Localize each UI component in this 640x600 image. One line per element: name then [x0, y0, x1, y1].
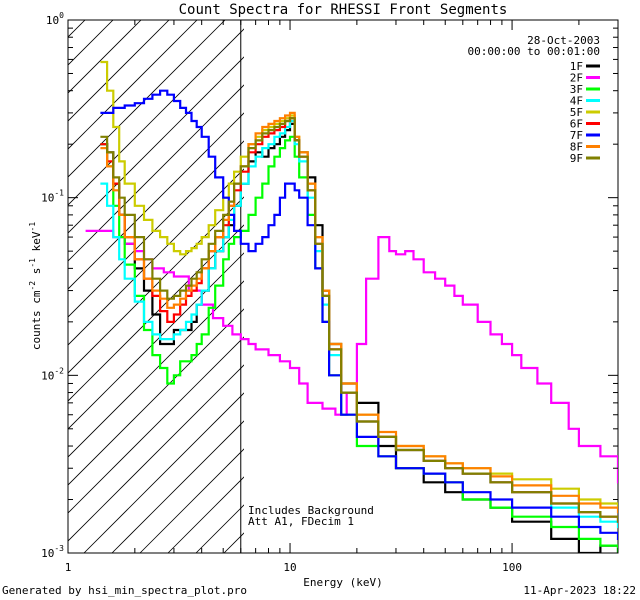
series-layer: [85, 60, 618, 553]
legend-label-9F: 9F: [570, 152, 583, 165]
y-tick-label: 100: [46, 11, 64, 27]
hatch-stroke: [68, 112, 244, 290]
hatch-stroke: [68, 196, 244, 374]
hatch-stroke: [616, 0, 640, 553]
annotation-attenuator: Att A1, FDecim 1: [248, 515, 354, 528]
hatch-stroke: [392, 0, 640, 553]
legend-label-5F: 5F: [570, 106, 583, 119]
hatch-stroke: [68, 28, 244, 206]
hatch-stroke: [139, 448, 244, 553]
legend-label-8F: 8F: [570, 141, 583, 154]
series-line-5F: [100, 60, 618, 509]
hatch-stroke: [364, 0, 640, 553]
y-axis-label: counts cm-2 s-1 keV-1: [28, 222, 43, 350]
hatch-stroke: [420, 0, 640, 553]
date-label: 28-Oct-2003: [527, 34, 600, 47]
hatch-stroke: [68, 168, 244, 346]
tick-layer: 1 10 100 100 10-1 10-2 10-3: [41, 11, 619, 574]
hatch-stroke: [68, 20, 86, 38]
hatch-stroke: [0, 0, 124, 553]
series-line-8F: [100, 111, 618, 514]
hatch-stroke: [336, 0, 640, 553]
series-line-9F: [100, 117, 618, 523]
legend-label-4F: 4F: [570, 95, 583, 108]
x-tick-label: 1: [65, 561, 72, 574]
x-tick-label: 100: [502, 561, 522, 574]
hatch-stroke: [68, 280, 244, 458]
hatch-stroke: [83, 392, 244, 553]
hatch-stroke: [68, 20, 226, 178]
annotation-background: Includes Background: [248, 504, 374, 517]
hatch-stroke: [68, 140, 244, 318]
hatch-stroke: [68, 308, 244, 486]
time-range-label: 00:00:00 to 00:01:00: [468, 45, 600, 58]
hatch-stroke: [0, 0, 96, 553]
hatch-stroke: [68, 364, 244, 542]
hatch-stroke: [532, 0, 640, 553]
legend-label-7F: 7F: [570, 129, 583, 142]
x-tick-label: 10: [283, 561, 296, 574]
plot-frame: [67, 19, 619, 554]
hatch-stroke: [448, 0, 640, 553]
legend-label-6F: 6F: [570, 118, 583, 131]
hatch-stroke: [68, 224, 244, 402]
legend-label-3F: 3F: [570, 83, 583, 96]
hatch-stroke: [68, 20, 198, 150]
chart-title: Count Spectra for RHESSI Front Segments: [179, 2, 508, 18]
y-tick-label: 10-3: [41, 544, 64, 560]
hatch-stroke: [68, 20, 114, 66]
series-line-4F: [100, 119, 618, 529]
footer-generator: Generated by hsi_min_spectra_plot.pro: [2, 584, 247, 597]
hatch-stroke: [68, 20, 170, 122]
hatch-stroke: [588, 0, 640, 553]
series-line-2F: [85, 229, 618, 484]
series-line-7F: [100, 89, 618, 540]
legend-label-2F: 2F: [570, 72, 583, 85]
y-tick-label: 10-2: [41, 366, 64, 382]
hatch-stroke: [476, 0, 640, 553]
hatch-stroke: [68, 336, 244, 514]
hatch-stroke: [308, 0, 640, 553]
y-tick-label: 10-1: [41, 189, 64, 205]
series-line-1F: [100, 122, 618, 553]
x-axis-label: Energy (keV): [303, 576, 382, 589]
footer-timestamp: 11-Apr-2023 18:22: [523, 584, 636, 597]
hatch-stroke: [280, 0, 640, 553]
hatch-stroke: [68, 20, 142, 94]
hatched-region: [0, 0, 640, 553]
legend-label-1F: 1F: [570, 60, 583, 73]
hatch-stroke: [68, 84, 244, 262]
hatch-stroke: [111, 420, 244, 553]
